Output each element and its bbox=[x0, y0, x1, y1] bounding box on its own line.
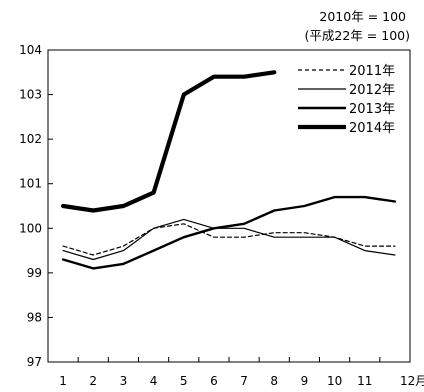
y-tick-label: 104 bbox=[19, 43, 42, 57]
x-tick-label: 8 bbox=[270, 374, 278, 388]
x-tick-label: 6 bbox=[210, 374, 218, 388]
legend: 2011年 2012年 2013年 2014年 bbox=[298, 64, 395, 136]
x-tick-label: 4 bbox=[150, 374, 158, 388]
y-tick-label: 103 bbox=[19, 88, 42, 102]
x-tick-label: 2 bbox=[89, 374, 97, 388]
x-tick-label: 1 bbox=[59, 374, 67, 388]
series-line-2 bbox=[61, 195, 397, 270]
x-axis: 1 2 3 4 5 6 7 8 9 10 11 12月 bbox=[59, 357, 424, 388]
x-tick-label: 3 bbox=[120, 374, 128, 388]
annotation-line-1: 2010年 = 100 bbox=[319, 9, 406, 24]
series-line-1 bbox=[62, 218, 396, 261]
x-tick-label: 5 bbox=[180, 374, 188, 388]
x-tick-label: 7 bbox=[240, 374, 248, 388]
y-axis: 97 98 99 100 101 102 103 104 bbox=[19, 43, 53, 369]
annotation-line-2: (平成22年 = 100) bbox=[305, 28, 410, 43]
y-tick-label: 98 bbox=[27, 310, 42, 324]
annotation: 2010年 = 100 (平成22年 = 100) bbox=[305, 9, 410, 43]
y-tick-label: 101 bbox=[19, 177, 42, 191]
series-layer bbox=[60, 70, 397, 270]
legend-label: 2013年 bbox=[349, 102, 395, 117]
series-line-3 bbox=[60, 70, 277, 213]
series-line-0 bbox=[62, 223, 396, 256]
y-tick-label: 102 bbox=[19, 132, 42, 146]
y-tick-label: 97 bbox=[27, 355, 42, 369]
x-tick-label: 10 bbox=[327, 374, 342, 388]
y-tick-label: 99 bbox=[27, 266, 42, 280]
legend-label: 2014年 bbox=[349, 121, 395, 136]
x-tick-label: 12月 bbox=[400, 374, 424, 388]
x-tick-label: 11 bbox=[357, 374, 372, 388]
x-tick-label: 9 bbox=[301, 374, 309, 388]
y-tick-label: 100 bbox=[19, 221, 42, 235]
legend-label: 2011年 bbox=[349, 64, 395, 79]
legend-label: 2012年 bbox=[349, 83, 395, 98]
